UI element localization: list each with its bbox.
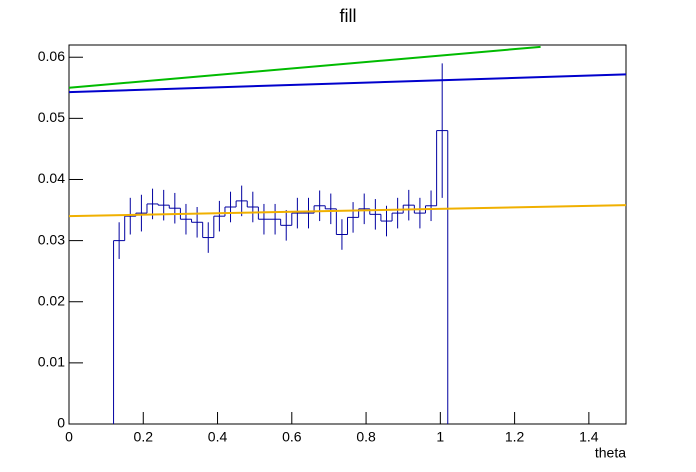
x-tick-label: 1.2 [505,429,525,445]
fit-line [68,45,541,89]
x-tick-label: 1 [436,429,444,445]
x-tick-label: 0.4 [208,429,228,445]
y-tick-label: 0.06 [38,48,65,64]
y-tick-label: 0 [57,415,65,431]
x-tick-label: 0.2 [134,429,154,445]
x-axis-label: theta [595,445,626,461]
fit-line [68,73,627,94]
y-tick-label: 0.05 [38,109,65,125]
y-tick-label: 0.02 [38,292,65,308]
y-tick-label: 0.03 [38,231,65,247]
frame [68,44,627,425]
x-tick-label: 0.8 [356,429,376,445]
y-tick-label: 0.01 [38,354,65,370]
fit-line [68,204,627,218]
chart-title: fill [340,6,357,26]
x-tick-label: 0 [65,429,73,445]
y-tick-label: 0.04 [38,170,65,186]
x-tick-label: 1.4 [579,429,599,445]
x-tick-label: 0.6 [282,429,302,445]
